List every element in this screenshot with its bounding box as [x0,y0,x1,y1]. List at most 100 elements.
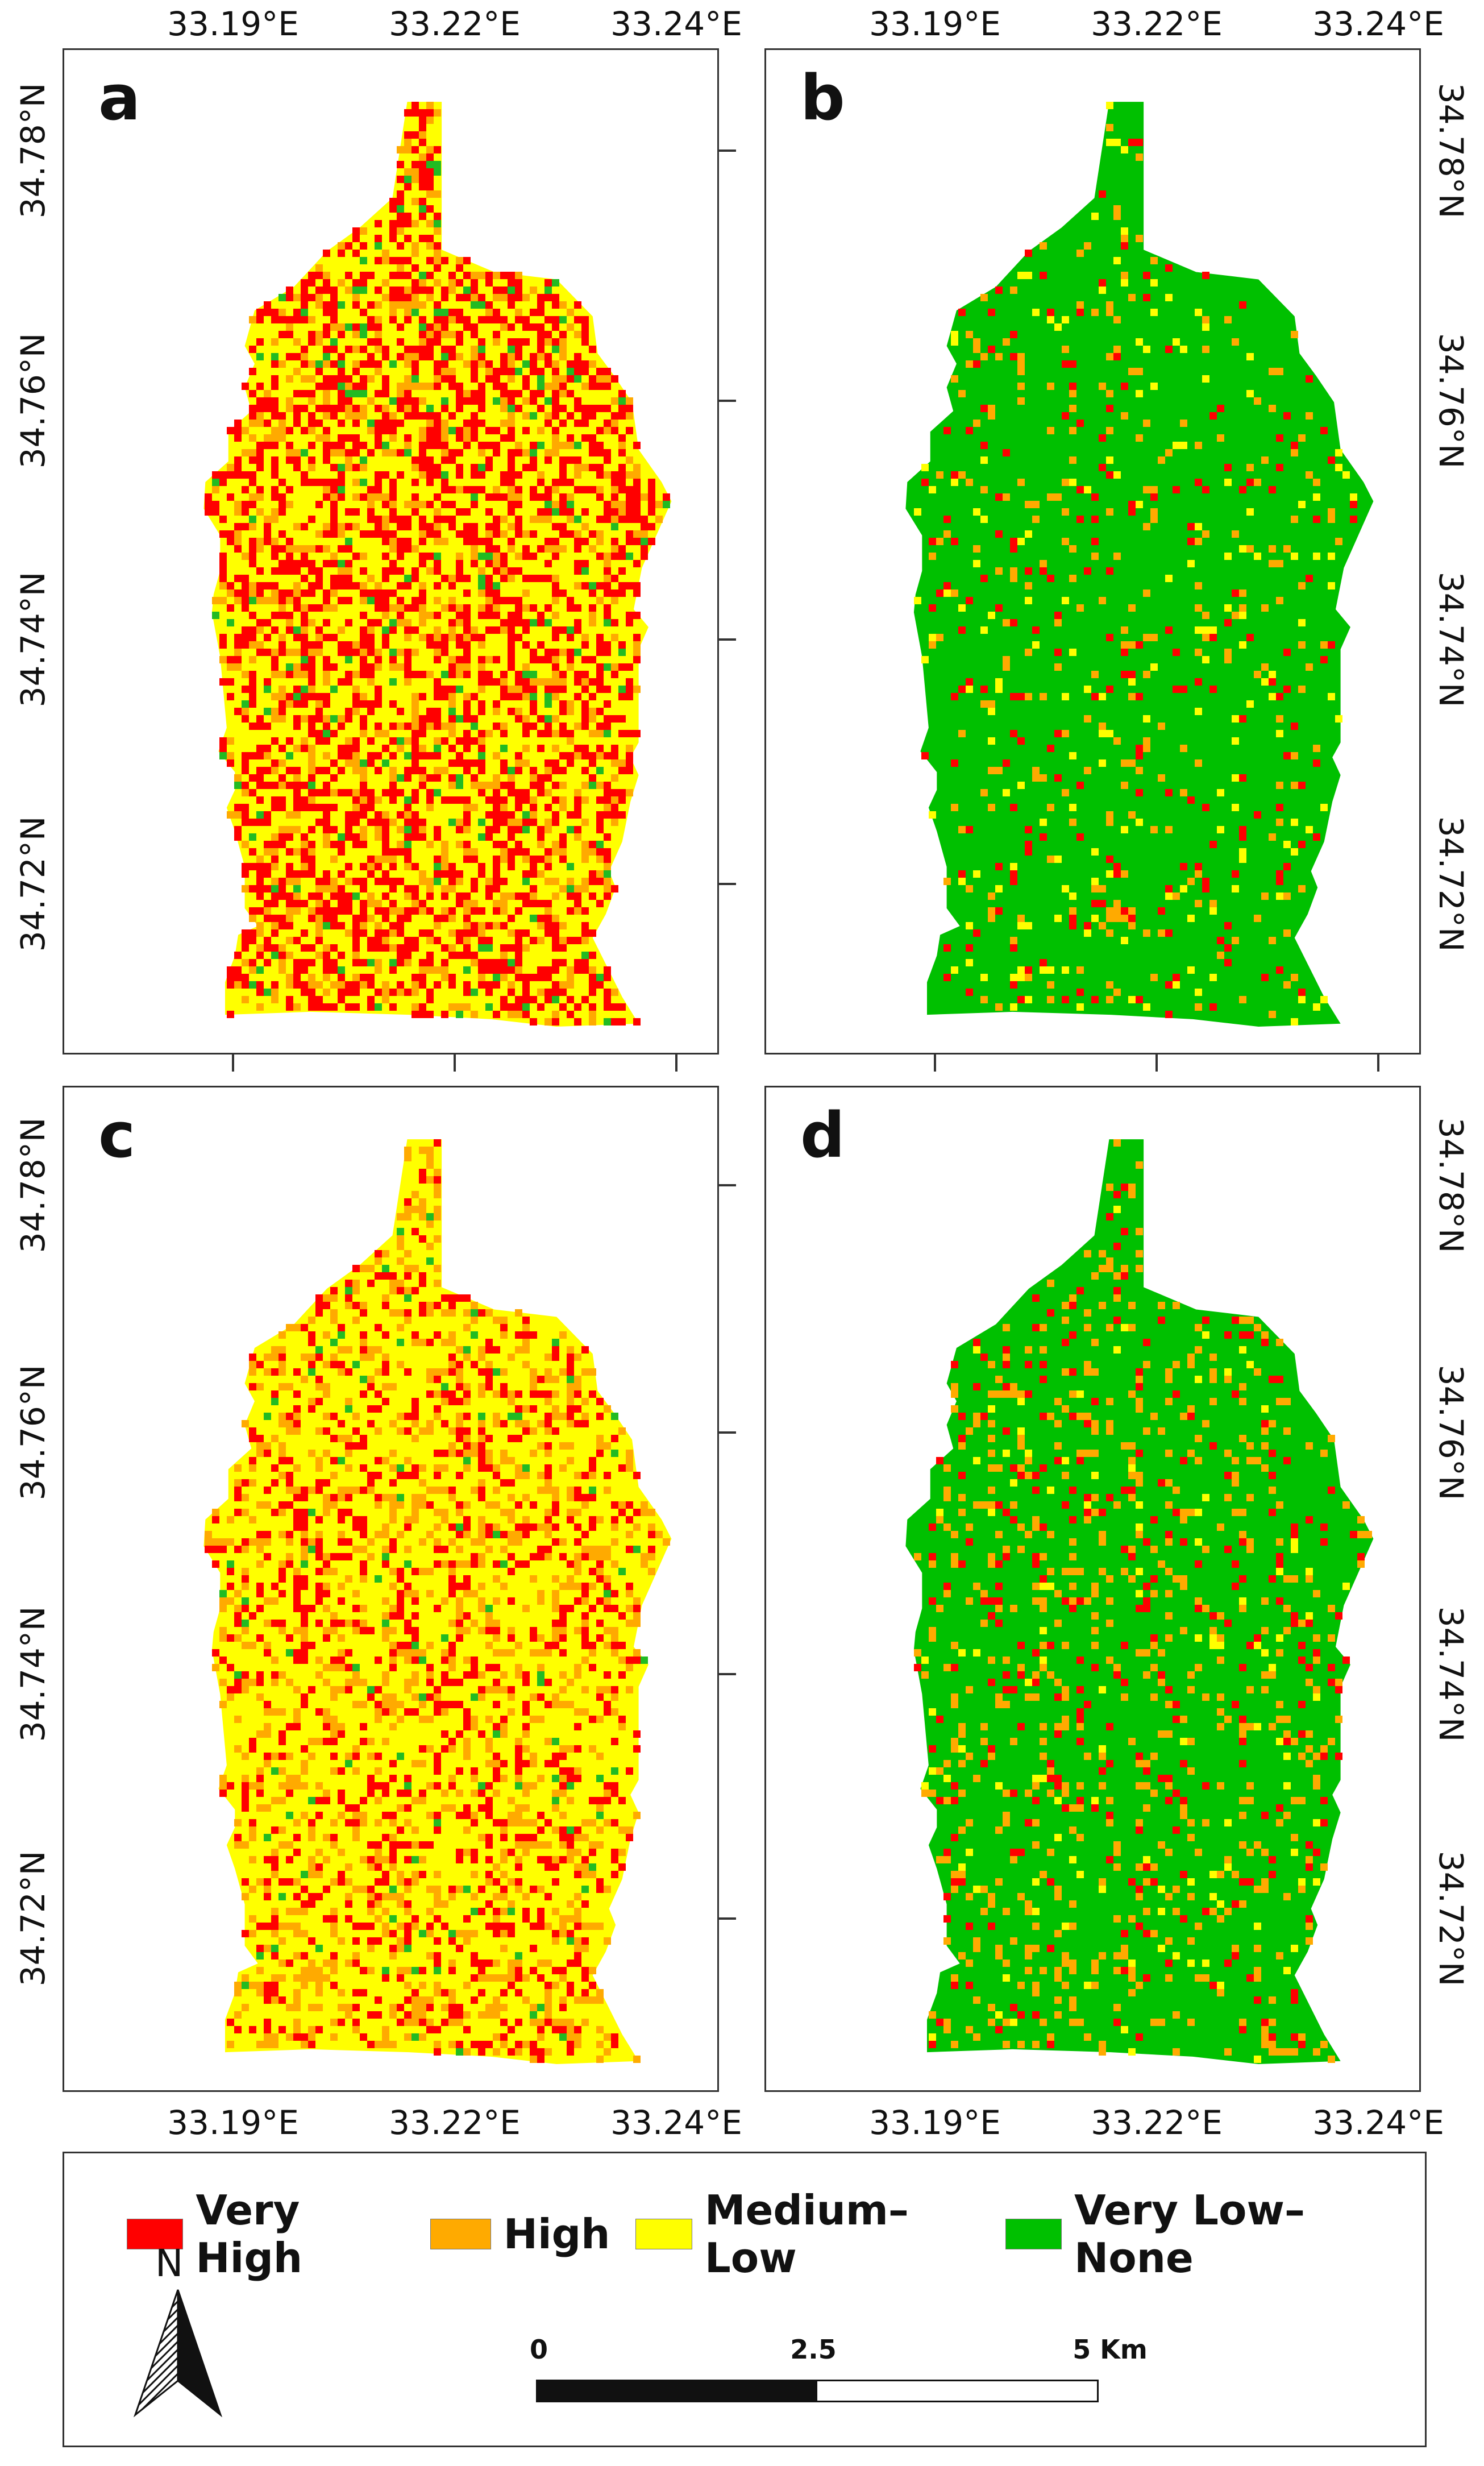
raster-cell [581,996,589,1003]
raster-cell [1069,752,1076,759]
raster-cell [471,331,478,338]
raster-cell [604,996,611,1003]
raster-cell [264,752,271,759]
raster-cell [367,1538,375,1546]
raster-cell [375,900,382,907]
raster-cell [544,501,552,508]
raster-cell [441,257,448,264]
raster-cell [522,1760,530,1767]
raster-cell [1276,819,1283,826]
raster-cell [286,907,293,915]
raster-cell [271,885,278,892]
raster-cell [478,937,485,944]
raster-cell [360,974,367,981]
raster-cell [301,301,308,309]
raster-cell [360,1464,367,1472]
raster-cell [537,1442,544,1450]
raster-cell [544,1472,552,1479]
raster-cell [271,360,278,368]
raster-cell [604,375,611,383]
raster-cell [367,1265,375,1272]
raster-cell [352,508,360,516]
raster-cell [271,708,278,715]
raster-cell [264,678,271,686]
raster-cell [338,767,345,774]
raster-cell [471,1775,478,1782]
raster-cell [338,907,345,915]
raster-cell [301,294,308,301]
raster-cell [500,434,508,442]
raster-cell [633,686,641,693]
raster-cell [389,1287,397,1294]
raster-cell [478,589,485,597]
raster-cell [448,1494,456,1501]
raster-cell [278,1708,286,1716]
raster-cell [426,892,434,900]
raster-cell [478,575,485,582]
raster-cell [530,1018,537,1026]
raster-cell [604,663,611,671]
raster-cell [522,900,530,907]
raster-cell [375,1272,382,1280]
raster-cell [988,892,995,900]
raster-cell [338,974,345,981]
raster-cell [1217,937,1224,944]
raster-cell [552,1018,559,1026]
raster-cell [389,1280,397,1287]
raster-cell [434,1280,441,1287]
raster-cell [375,1368,382,1376]
raster-cell [463,1723,471,1730]
raster-cell [293,1708,301,1716]
raster-cell [404,671,411,678]
raster-cell [1291,752,1298,759]
raster-cell [389,796,397,804]
raster-cell [219,1590,227,1597]
raster-cell [227,582,234,589]
raster-cell [389,649,397,656]
raster-cell [411,176,419,183]
raster-cell [604,1627,611,1634]
raster-cell [426,168,434,176]
raster-cell [448,782,456,789]
raster-cell [315,501,323,508]
raster-cell [1069,915,1076,922]
raster-cell [611,1790,618,1797]
raster-cell [375,434,382,442]
raster-cell [1076,782,1084,789]
raster-cell [493,1501,500,1509]
raster-cell [515,789,522,796]
raster-cell [448,1302,456,1309]
raster-cell [404,545,411,553]
raster-cell [567,966,574,974]
raster-cell [352,390,360,397]
raster-cell [389,1708,397,1716]
raster-cell [256,420,264,427]
raster-cell [537,375,544,383]
raster-cell [567,1361,574,1368]
raster-cell [330,878,338,885]
raster-cell [256,811,264,819]
raster-cell [463,1354,471,1361]
raster-cell [271,427,278,434]
raster-cell [286,767,293,774]
raster-cell [1106,996,1113,1003]
raster-cell [604,752,611,759]
raster-cell [242,782,249,789]
raster-cell [552,989,559,996]
raster-cell [256,538,264,545]
raster-cell [641,523,648,530]
raster-cell [471,952,478,959]
raster-cell [485,878,493,885]
raster-cell [293,1494,301,1501]
raster-cell [382,833,389,841]
raster-cell [234,1620,242,1627]
raster-cell [278,745,286,752]
raster-cell [382,1679,389,1686]
raster-cell [559,316,567,323]
raster-cell [434,1235,441,1243]
raster-cell [1254,671,1261,678]
raster-cell [995,287,1003,294]
raster-cell [515,346,522,353]
raster-cell [419,124,426,131]
raster-cell [227,1693,234,1701]
